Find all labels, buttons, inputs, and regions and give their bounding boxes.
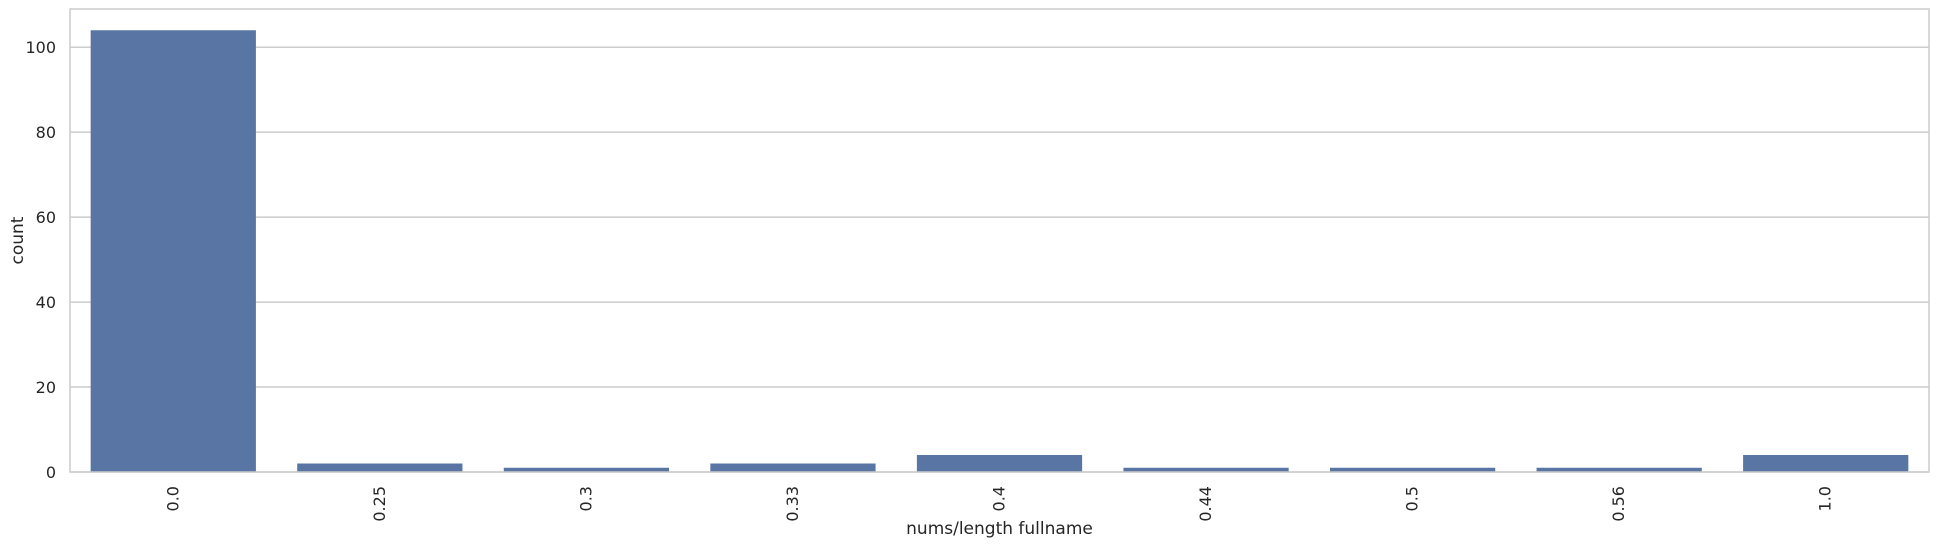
y-axis-label: count [8, 216, 28, 264]
x-tick-label: 0.5 [1403, 486, 1422, 511]
bar [90, 30, 256, 473]
bar [710, 463, 876, 472]
y-tick-labels: 0 20 40 60 80 100 [25, 38, 56, 482]
x-tick-label: 0.4 [990, 486, 1009, 511]
x-tick-label: 0.25 [370, 486, 389, 522]
x-tick-label: 0.3 [576, 486, 595, 511]
x-tick-label: 1.0 [1816, 486, 1835, 511]
plot-frame [69, 8, 1930, 473]
bar [1536, 467, 1702, 472]
bar [297, 463, 463, 472]
x-tick-label: 0.56 [1609, 486, 1628, 522]
bar [1123, 467, 1289, 472]
y-tick-label: 60 [36, 208, 56, 227]
x-tick-label: 0.33 [783, 486, 802, 522]
bar [916, 455, 1083, 472]
grid-lines [70, 46, 1929, 473]
bar [1329, 467, 1496, 472]
y-tick-label: 100 [25, 38, 56, 57]
x-axis-label: nums/length fullname [906, 519, 1093, 539]
bar [1743, 455, 1909, 472]
bars [90, 30, 1909, 473]
y-tick-label: 20 [36, 378, 56, 397]
x-tick-label: 0.0 [163, 486, 182, 511]
x-tick-labels: 0.0 0.25 0.3 0.33 0.4 0.44 0.5 0.56 1.0 [163, 486, 1834, 522]
x-tick-label: 0.44 [1196, 486, 1215, 522]
y-tick-label: 40 [36, 293, 56, 312]
bar [503, 467, 670, 472]
y-tick-label: 0 [46, 463, 56, 482]
y-tick-label: 80 [36, 123, 56, 142]
